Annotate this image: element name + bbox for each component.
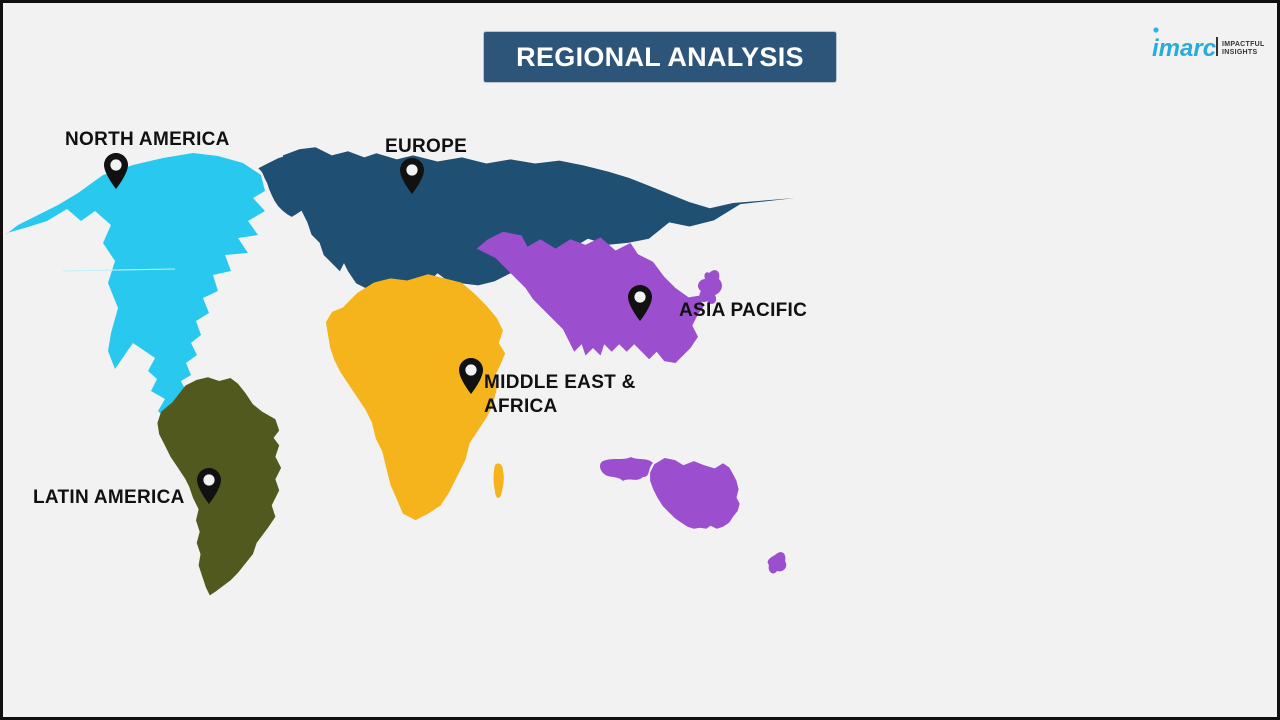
svg-text:imarc: imarc	[1152, 35, 1216, 62]
svg-text:IMPACTFUL: IMPACTFUL	[1222, 41, 1265, 48]
svg-text:INSIGHTS: INSIGHTS	[1222, 49, 1257, 56]
